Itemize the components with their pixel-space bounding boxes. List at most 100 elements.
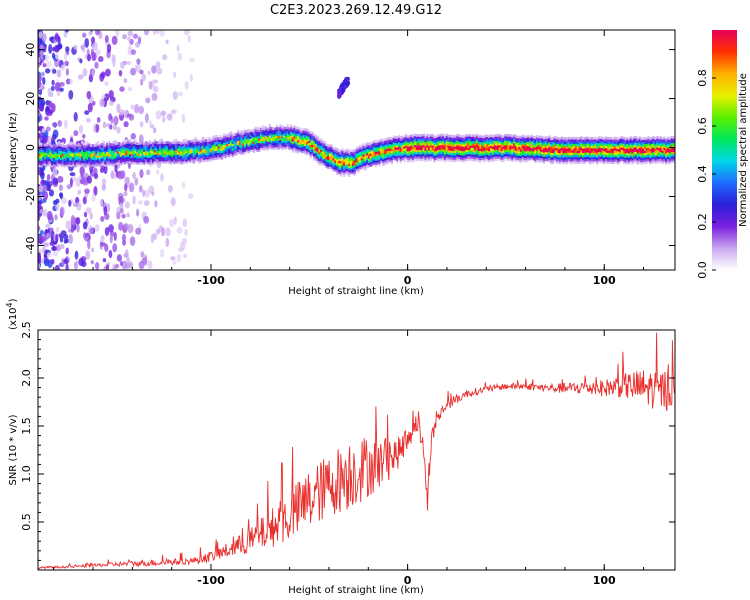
spectrogram-ridge-cell: [419, 134, 422, 137]
spectrogram-ridge-cell: [58, 143, 61, 146]
spectrogram-ridge-cell: [281, 129, 284, 133]
spectrogram-ridge-cell: [127, 161, 130, 164]
spectrogram-ridge-cell: [327, 157, 330, 161]
spectrogram-ridge-cell: [511, 157, 514, 160]
spectrogram-ridge-cell: [670, 149, 673, 152]
spectrogram-ridge-cell: [297, 144, 300, 147]
spectrogram-ridge-cell: [291, 141, 294, 144]
spectrogram-ridge-cell: [106, 155, 109, 159]
spectrogram-ridge-cell: [277, 144, 280, 148]
spectrogram-ridge-cell: [293, 138, 296, 141]
spectrogram-ridge-cell: [463, 146, 466, 149]
spectrogram-ridge-cell: [633, 138, 636, 141]
spectrogram-ridge-cell: [355, 162, 358, 165]
spectrogram-ridge-cell: [546, 154, 549, 157]
spectrogram-ridge-cell: [447, 141, 450, 144]
spectrogram-noise-cell: [125, 257, 131, 264]
spectrogram-noise-cell: [82, 32, 87, 38]
spectrogram-ridge-cell: [114, 144, 118, 148]
spectrogram-ridge-cell: [461, 137, 464, 140]
spectrogram-ridge-cell: [67, 159, 70, 163]
spectrogram-ridge-cell: [670, 147, 673, 150]
spectrogram-noise-cell: [104, 81, 109, 87]
spectrogram-ridge-cell: [509, 138, 512, 141]
spectrogram-ridge-cell: [173, 159, 176, 162]
spectrogram-ridge-cell: [454, 135, 457, 138]
spectrogram-ridge-cell: [290, 142, 293, 145]
spectrogram-ridge-cell: [582, 159, 585, 162]
spectrogram-ridge-cell: [610, 137, 613, 140]
spectrogram-ridge-cell: [594, 141, 597, 144]
spectrogram-ridge-cell: [652, 142, 655, 146]
spectrogram-ridge-cell: [596, 148, 599, 152]
spectrogram-noise-cell: [52, 251, 59, 257]
spectrogram-ridge-cell: [394, 140, 397, 143]
spectrogram-ridge-cell: [398, 139, 401, 143]
spectrogram-ridge-cell: [463, 157, 466, 160]
spectrogram-ridge-cell: [665, 146, 668, 150]
spectrogram-ridge-cell: [415, 151, 418, 155]
spectrogram-ridge-cell: [153, 147, 156, 151]
spectrogram-ridge-cell: [541, 140, 544, 143]
spectrogram-ridge-cell: [410, 145, 413, 148]
spectrogram-ridge-cell: [594, 143, 597, 146]
spectrogram-ridge-cell: [490, 145, 493, 149]
spectrogram-ridge-cell: [405, 136, 408, 140]
spectrogram-noise-cell: [184, 80, 189, 90]
spectrogram-ridge-cell: [610, 161, 613, 165]
spectrogram-ridge-cell: [622, 152, 625, 155]
spectrogram-ridge-cell: [171, 154, 174, 158]
spectrogram-ridge-cell: [373, 146, 376, 150]
spectrogram-ridge-cell: [359, 158, 362, 161]
spectrogram-ridge-cell: [236, 140, 240, 144]
spectrogram-ridge-cell: [183, 156, 187, 159]
spectrogram-ridge-cell: [640, 144, 643, 147]
spectrogram-ridge-cell: [629, 149, 632, 153]
spectrogram-ridge-cell: [566, 161, 569, 165]
spectrogram-ridge-cell: [330, 162, 333, 166]
spectrogram-ridge-cell: [114, 155, 118, 159]
spectrogram-ridge-cell: [111, 150, 114, 153]
spectrogram-ridge-cell: [474, 145, 477, 149]
spectrogram-ridge-cell: [325, 156, 328, 160]
spectrogram-ridge-cell: [334, 153, 337, 157]
spectrogram-ridge-cell: [362, 167, 365, 170]
spectrogram-ridge-cell: [233, 133, 236, 136]
spectrogram-ridge-cell: [329, 159, 332, 163]
spectrogram-ridge-cell: [298, 145, 302, 148]
spectrogram-ridge-cell: [344, 155, 348, 159]
spectrogram-ridge-cell: [139, 146, 142, 149]
spectrogram-ridge-cell: [525, 144, 528, 147]
spectrogram-ridge-cell: [77, 147, 80, 151]
spectrogram-ridge-cell: [366, 164, 369, 167]
spectrogram-ridge-cell: [275, 137, 279, 141]
spectrogram-ridge-cell: [42, 147, 45, 151]
spectrogram-ridge-cell: [79, 160, 82, 163]
spectrogram-noise-cell: [48, 189, 55, 197]
spectrogram-ridge-cell: [83, 162, 86, 166]
spectrogram-ridge-cell: [72, 150, 75, 153]
spectrogram-ridge-cell: [654, 148, 657, 151]
spectrogram-ridge-cell: [281, 147, 284, 150]
spectrogram-ridge-cell: [265, 133, 268, 136]
spectrogram-ridge-cell: [113, 154, 116, 157]
spectrogram-ridge-cell: [658, 145, 661, 149]
spectrogram-ridge-cell: [509, 158, 512, 161]
spectrogram-ridge-cell: [631, 162, 634, 165]
spectrogram-ridge-cell: [137, 157, 141, 161]
spectrogram-ridge-cell: [134, 146, 137, 149]
spectrogram-ridge-cell: [643, 161, 647, 165]
spectrogram-ridge-cell: [341, 155, 344, 158]
spectrogram-ridge-cell: [159, 152, 162, 155]
spectrogram-ridge-cell: [396, 145, 399, 148]
spectrogram-ridge-cell: [279, 130, 282, 134]
spectrogram-noise-cell: [170, 256, 176, 261]
spectrogram-ridge-cell: [79, 151, 82, 154]
spectrogram-ridge-cell: [153, 152, 156, 155]
spectrogram-ridge-cell: [268, 135, 271, 138]
spectrogram-ridge-cell: [392, 137, 395, 141]
spectrogram-ridge-cell: [111, 148, 114, 151]
spectrogram-ridge-cell: [665, 151, 668, 154]
spectrogram-ridge-cell: [569, 161, 572, 165]
spectrogram-ridge-cell: [270, 142, 273, 145]
